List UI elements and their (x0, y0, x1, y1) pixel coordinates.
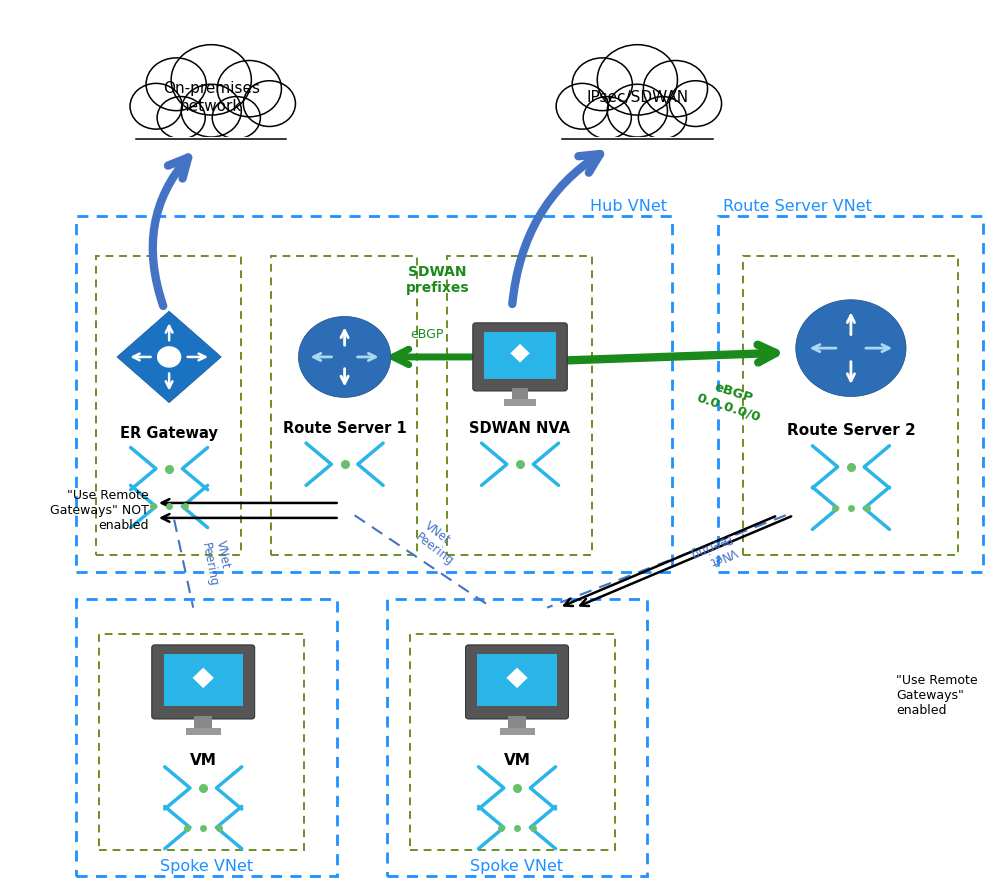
Text: VM: VM (504, 752, 530, 767)
Bar (96, 255, 241, 555)
Circle shape (157, 347, 181, 367)
Text: On-premises
network: On-premises network (162, 81, 260, 114)
Bar (717, 216, 982, 573)
FancyBboxPatch shape (472, 322, 567, 391)
Bar (186, 728, 221, 735)
Circle shape (130, 84, 182, 130)
Circle shape (795, 300, 905, 396)
Circle shape (607, 85, 667, 137)
Circle shape (556, 84, 608, 130)
Text: VNet
Peering: VNet Peering (199, 539, 235, 589)
Circle shape (298, 316, 390, 397)
Bar (483, 331, 556, 379)
Bar (76, 599, 336, 876)
Polygon shape (193, 668, 214, 688)
Bar (271, 255, 416, 555)
Circle shape (638, 97, 686, 139)
Bar (136, 113, 286, 139)
Text: Spoke VNet: Spoke VNet (470, 859, 563, 874)
Circle shape (217, 61, 281, 117)
Text: Route Server VNet: Route Server VNet (722, 198, 871, 213)
FancyBboxPatch shape (151, 645, 255, 719)
Circle shape (212, 97, 260, 139)
Bar (194, 716, 213, 730)
Text: eBGP
0.0.0.0/0: eBGP 0.0.0.0/0 (694, 377, 765, 424)
Bar (504, 398, 536, 405)
Bar (476, 654, 557, 706)
Bar (562, 113, 712, 139)
Bar (742, 255, 957, 555)
Text: VM: VM (190, 752, 217, 767)
Circle shape (243, 81, 295, 127)
Circle shape (583, 97, 631, 139)
Text: VNet
Peering: VNet Peering (686, 531, 738, 574)
Circle shape (181, 85, 241, 137)
FancyBboxPatch shape (465, 645, 568, 719)
Bar (99, 634, 304, 849)
Bar (508, 716, 526, 730)
Bar (163, 654, 243, 706)
Bar (446, 255, 592, 555)
Polygon shape (117, 311, 221, 403)
Bar (76, 216, 672, 573)
Circle shape (145, 58, 206, 111)
Text: "Use Remote
Gateways" NOT
enabled: "Use Remote Gateways" NOT enabled (50, 489, 148, 532)
Circle shape (669, 81, 721, 127)
Text: SDWAN
prefixes: SDWAN prefixes (405, 265, 468, 295)
Text: Route Server 2: Route Server 2 (785, 423, 915, 438)
Text: IPsec/SDWAN: IPsec/SDWAN (586, 90, 688, 105)
Text: Route Server 1: Route Server 1 (283, 421, 406, 436)
Text: Hub VNet: Hub VNet (590, 198, 667, 213)
Circle shape (156, 97, 205, 139)
Text: eBGP: eBGP (410, 328, 443, 341)
Text: "Use Remote
Gateways"
enabled: "Use Remote Gateways" enabled (895, 674, 977, 716)
Circle shape (171, 45, 251, 115)
Text: VNet
Peering: VNet Peering (413, 519, 465, 568)
Bar (512, 388, 528, 401)
Bar (386, 599, 647, 876)
Polygon shape (510, 344, 530, 363)
Text: ER Gateway: ER Gateway (120, 426, 218, 440)
Text: Spoke VNet: Spoke VNet (159, 859, 253, 874)
Circle shape (572, 58, 632, 111)
Bar (409, 634, 615, 849)
Bar (499, 728, 534, 735)
Circle shape (643, 61, 707, 117)
Polygon shape (506, 668, 528, 688)
Text: SDWAN NVA: SDWAN NVA (469, 421, 570, 436)
Circle shape (597, 45, 677, 115)
